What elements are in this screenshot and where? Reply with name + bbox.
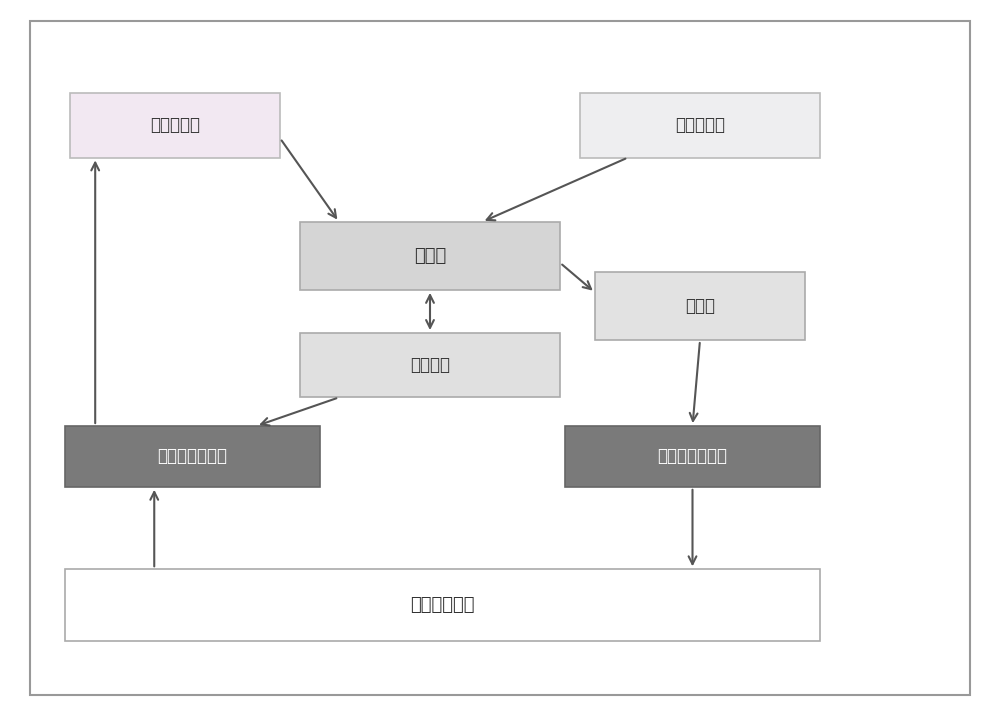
FancyBboxPatch shape bbox=[595, 272, 805, 340]
Text: 数据对象化拼接: 数据对象化拼接 bbox=[657, 448, 727, 465]
FancyArrowPatch shape bbox=[91, 163, 99, 423]
FancyArrowPatch shape bbox=[689, 490, 696, 564]
FancyBboxPatch shape bbox=[580, 93, 820, 158]
FancyBboxPatch shape bbox=[300, 333, 560, 397]
Text: 数据对象化分割: 数据对象化分割 bbox=[158, 448, 228, 465]
FancyArrowPatch shape bbox=[562, 265, 591, 289]
Text: 内部消息总线: 内部消息总线 bbox=[410, 596, 475, 614]
Text: 时间触发器: 时间触发器 bbox=[675, 116, 725, 135]
FancyArrowPatch shape bbox=[261, 398, 336, 425]
Text: 比较器: 比较器 bbox=[414, 247, 446, 265]
Text: 执行器: 执行器 bbox=[685, 297, 715, 315]
FancyBboxPatch shape bbox=[70, 93, 280, 158]
FancyBboxPatch shape bbox=[65, 569, 820, 641]
FancyBboxPatch shape bbox=[65, 426, 320, 487]
FancyBboxPatch shape bbox=[565, 426, 820, 487]
Text: 影子对象: 影子对象 bbox=[410, 356, 450, 374]
FancyArrowPatch shape bbox=[150, 492, 158, 566]
FancyArrowPatch shape bbox=[282, 140, 336, 218]
FancyArrowPatch shape bbox=[426, 295, 434, 328]
FancyArrowPatch shape bbox=[690, 343, 700, 421]
Text: 消息触发器: 消息触发器 bbox=[150, 116, 200, 135]
FancyArrowPatch shape bbox=[487, 159, 625, 221]
FancyBboxPatch shape bbox=[300, 222, 560, 290]
